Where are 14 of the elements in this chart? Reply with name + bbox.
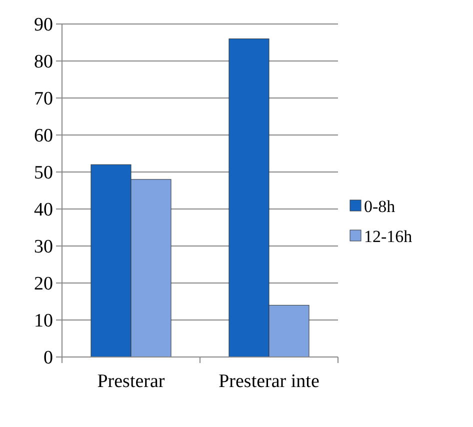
y-tick-label: 60 [34, 126, 53, 147]
y-tick-label: 50 [34, 162, 53, 184]
y-tick-label: 70 [34, 88, 53, 110]
y-tick-label: 20 [34, 274, 53, 295]
legend-label: 0-8h [364, 196, 396, 216]
x-tick-label: Presterar [97, 371, 166, 392]
y-tick-label: 0 [44, 348, 53, 369]
y-tick-label: 40 [34, 200, 53, 221]
y-tick-label: 10 [34, 310, 53, 332]
legend-label: 12-16h [364, 226, 413, 246]
x-tick-label: Presterar inte [218, 371, 320, 392]
y-tick-label: 30 [34, 236, 53, 258]
y-tick-label: 90 [34, 14, 53, 36]
y-tick-label: 80 [34, 52, 53, 73]
